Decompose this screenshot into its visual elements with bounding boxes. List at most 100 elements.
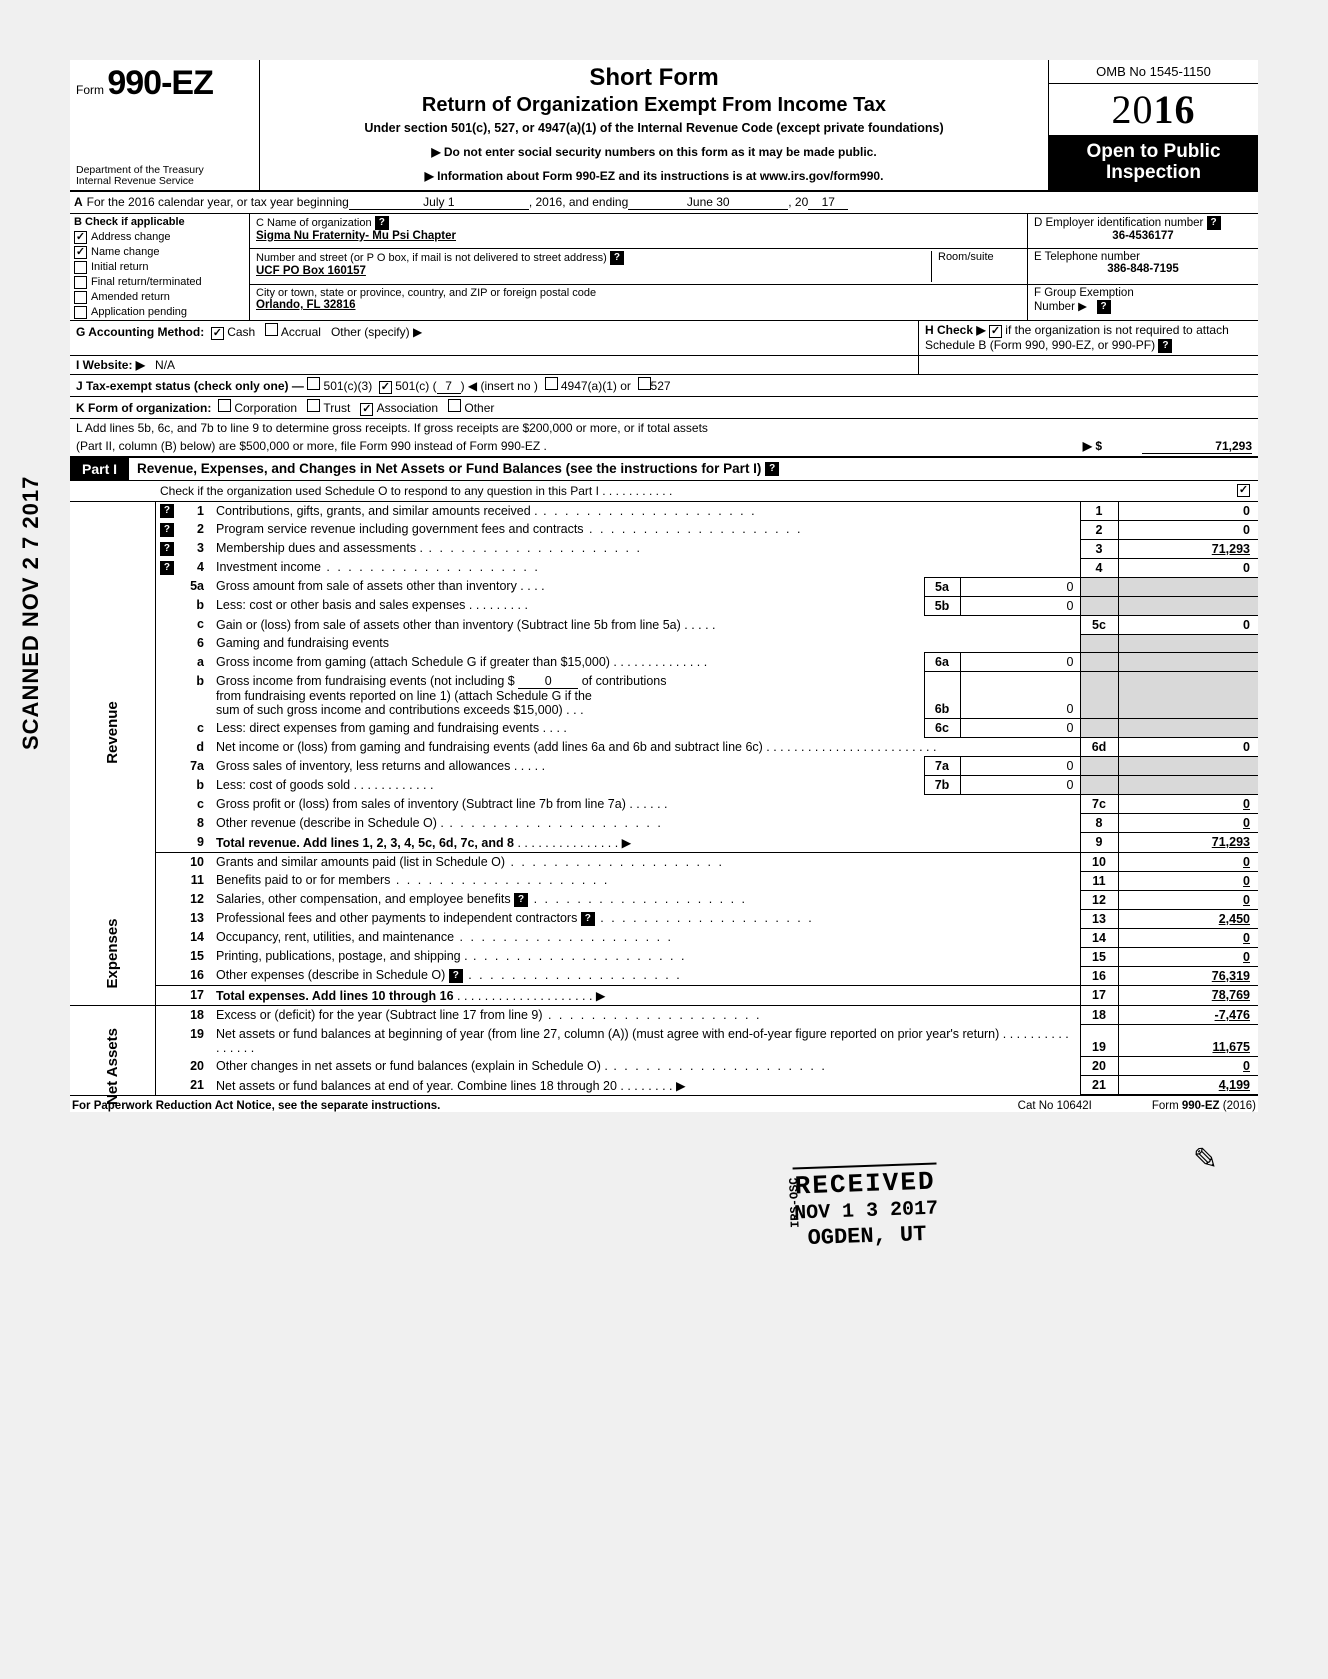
chk-app-pending[interactable]: Application pending	[70, 305, 249, 320]
line-g-h: G Accounting Method: Cash Accrual Other …	[70, 321, 1258, 356]
line-desc: Program service revenue including govern…	[216, 522, 584, 536]
chk-accrual[interactable]	[265, 323, 278, 336]
help-icon[interactable]: ?	[375, 216, 389, 230]
line-desc-2: from fundraising events reported on line…	[216, 689, 592, 703]
stamp-date: NOV 1 3 2017	[794, 1198, 939, 1227]
help-icon[interactable]: ?	[449, 969, 463, 983]
help-icon[interactable]: ?	[1158, 339, 1172, 353]
footer-r-pre: Form	[1152, 1100, 1182, 1112]
line-desc: Occupancy, rent, utilities, and maintena…	[216, 930, 454, 944]
addr-label: Number and street (or P O box, if mail i…	[256, 252, 607, 264]
help-icon[interactable]: ?	[581, 912, 595, 926]
right-amt	[1118, 596, 1258, 615]
k-o2: Trust	[323, 401, 350, 415]
line-desc: Membership dues and assessments .	[216, 541, 423, 555]
inner-amt: 0	[960, 719, 1080, 738]
help-icon[interactable]: ?	[514, 893, 528, 907]
org-name-block: C Name of organization ? Sigma Nu Frater…	[250, 214, 1027, 250]
line-desc: Net assets or fund balances at end of ye…	[216, 1079, 617, 1093]
right-amt: 0	[1118, 871, 1258, 890]
chk-4947[interactable]	[545, 377, 558, 390]
chk-501c[interactable]	[379, 381, 392, 394]
chk-h[interactable]	[989, 325, 1002, 338]
help-icon[interactable]: ?	[1207, 216, 1221, 230]
help-icon[interactable]: ?	[1097, 300, 1111, 314]
right-num	[1080, 719, 1118, 738]
chk-address-change[interactable]: Address change	[70, 230, 249, 245]
f-number: Number ▶	[1034, 301, 1087, 313]
right-num: 10	[1080, 853, 1118, 872]
line-num: c	[178, 719, 212, 738]
table-row: 9 Total revenue. Add lines 1, 2, 3, 4, 5…	[70, 833, 1258, 853]
side-revenue: Revenue	[70, 502, 155, 853]
chk-amended[interactable]: Amended return	[70, 290, 249, 305]
inner-amt: 0	[960, 596, 1080, 615]
right-num: 2	[1080, 520, 1118, 539]
help-icon[interactable]: ?	[160, 504, 174, 518]
addr-block: Number and street (or P O box, if mail i…	[250, 249, 1027, 285]
help-icon[interactable]: ?	[765, 462, 779, 476]
chk-trust[interactable]	[307, 399, 320, 412]
right-num: 17	[1080, 986, 1118, 1006]
chk-corp[interactable]	[218, 399, 231, 412]
line-desc: Contributions, gifts, grants, and simila…	[216, 504, 538, 518]
footer-r-bold: 990-EZ	[1182, 1100, 1220, 1112]
chk-cash[interactable]	[211, 327, 224, 340]
help-icon[interactable]: ?	[160, 561, 174, 575]
line-num: 15	[178, 947, 212, 966]
line-num: 8	[178, 814, 212, 833]
right-num: 15	[1080, 947, 1118, 966]
right-amt: 0	[1118, 928, 1258, 947]
right-num: 9	[1080, 833, 1118, 853]
line-desc: Other changes in net assets or fund bala…	[216, 1059, 608, 1073]
part1-tag: Part I	[70, 458, 129, 480]
table-row: 16 Other expenses (describe in Schedule …	[70, 966, 1258, 985]
inner-amt: 0	[960, 757, 1080, 776]
right-num: 21	[1080, 1076, 1118, 1095]
signature-mark: ✎	[70, 1112, 1258, 1177]
right-amt: 0	[1118, 738, 1258, 757]
chk-final-return[interactable]: Final return/terminated	[70, 275, 249, 290]
chk-name-change[interactable]: Name change	[70, 245, 249, 260]
help-icon[interactable]: ?	[610, 251, 624, 265]
right-amt: 71,293	[1118, 833, 1258, 853]
contrib-amt: 0	[518, 674, 578, 689]
help-icon[interactable]: ?	[160, 542, 174, 556]
table-row: 17 Total expenses. Add lines 10 through …	[70, 986, 1258, 1006]
form-header: Form 990-EZ Department of the Treasury I…	[70, 60, 1258, 192]
chk-initial-return[interactable]: Initial return	[70, 260, 249, 275]
table-row: ? 3 Membership dues and assessments . 3 …	[70, 539, 1258, 558]
line-desc: Professional fees and other payments to …	[216, 911, 577, 925]
line-num: b	[178, 596, 212, 615]
line-num: 21	[178, 1076, 212, 1095]
row-a-label: A	[74, 195, 83, 209]
col-c: C Name of organization ? Sigma Nu Frater…	[250, 214, 1028, 320]
chk-501c3[interactable]	[307, 377, 320, 390]
dept2: Internal Revenue Service	[76, 176, 253, 188]
chk-527[interactable]	[638, 377, 651, 390]
line-num: 7a	[178, 757, 212, 776]
l-arrow: ▶ $	[1083, 439, 1102, 453]
row-a: A For the 2016 calendar year, or tax yea…	[70, 192, 1258, 214]
table-row: c Gross profit or (loss) from sales of i…	[70, 795, 1258, 814]
help-icon[interactable]: ?	[160, 523, 174, 537]
side-netassets: Net Assets	[70, 1006, 155, 1095]
inner-amt: 0	[960, 776, 1080, 795]
phone-value: 386-848-7195	[1034, 263, 1252, 275]
chk-other[interactable]	[448, 399, 461, 412]
right-num: 8	[1080, 814, 1118, 833]
table-row: Net Assets 18 Excess or (deficit) for th…	[70, 1006, 1258, 1025]
k-o1: Corporation	[234, 401, 297, 415]
table-row: ? 2 Program service revenue including go…	[70, 520, 1258, 539]
line-num: 9	[178, 833, 212, 853]
cash-label: Cash	[227, 325, 255, 339]
chk-schedule-o[interactable]	[1237, 484, 1250, 497]
table-row: 19 Net assets or fund balances at beginn…	[70, 1025, 1258, 1057]
chk-assoc[interactable]	[360, 403, 373, 416]
org-name: Sigma Nu Fraternity- Mu Psi Chapter	[256, 230, 456, 242]
table-row: 14 Occupancy, rent, utilities, and maint…	[70, 928, 1258, 947]
ein-value: 36-4536177	[1034, 230, 1252, 242]
part1-check-sched: Check if the organization used Schedule …	[70, 481, 1258, 502]
table-row: b Less: cost of goods sold . . . . . . .…	[70, 776, 1258, 795]
right-num: 1	[1080, 502, 1118, 521]
